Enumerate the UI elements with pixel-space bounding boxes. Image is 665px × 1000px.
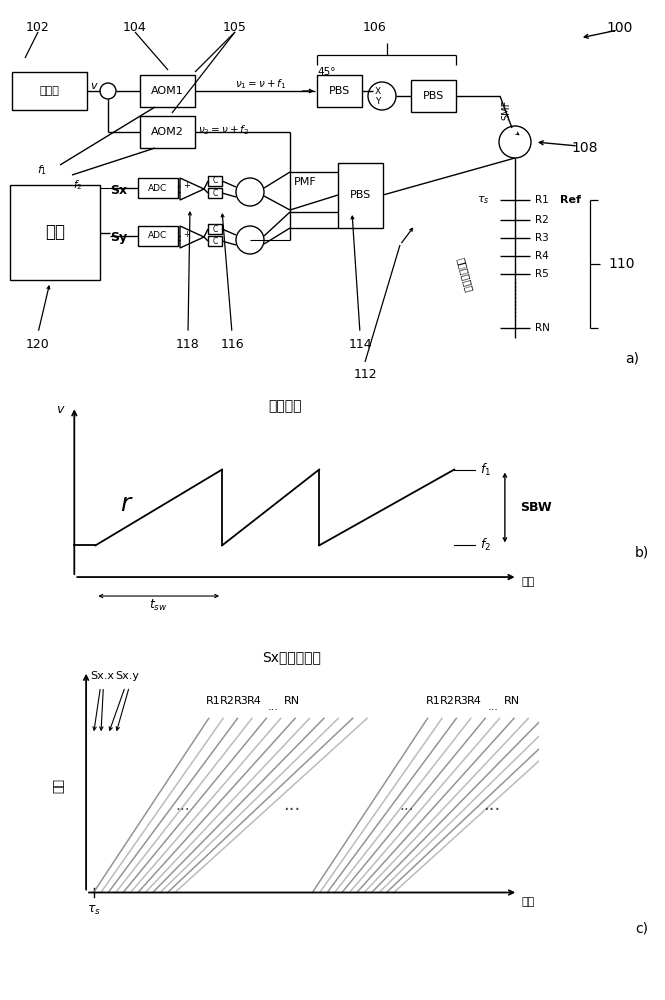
Text: R5: R5 <box>535 269 549 279</box>
Bar <box>317 75 362 107</box>
Text: AOM2: AOM2 <box>151 127 184 137</box>
Text: $f_2$: $f_2$ <box>73 178 82 192</box>
Text: v: v <box>56 403 63 416</box>
Text: 110: 110 <box>608 257 635 271</box>
Text: +: + <box>184 182 190 190</box>
Text: 114: 114 <box>348 338 372 352</box>
Text: ...: ... <box>283 796 301 814</box>
Text: AOM1: AOM1 <box>151 86 184 96</box>
Text: C: C <box>212 236 217 245</box>
Text: RN: RN <box>504 696 520 706</box>
Text: RN: RN <box>535 323 550 333</box>
Text: $\tau_s$: $\tau_s$ <box>86 904 100 917</box>
Text: C: C <box>212 225 217 233</box>
Text: R4: R4 <box>535 251 549 261</box>
Text: b): b) <box>635 545 649 559</box>
Text: PBS: PBS <box>423 91 444 101</box>
Bar <box>208 236 222 246</box>
Text: R1: R1 <box>535 195 549 205</box>
Text: RN: RN <box>284 696 300 706</box>
Text: 116: 116 <box>220 338 244 352</box>
Text: $f_2$: $f_2$ <box>479 537 491 553</box>
Text: r: r <box>120 492 130 516</box>
Text: ...: ... <box>400 798 414 813</box>
Text: 102: 102 <box>26 21 50 34</box>
Text: 120: 120 <box>26 338 50 352</box>
Text: 拍频: 拍频 <box>53 778 66 793</box>
Text: $\tau_s$: $\tau_s$ <box>477 194 490 206</box>
Text: 100: 100 <box>607 21 633 35</box>
Bar <box>208 224 222 234</box>
Text: R2: R2 <box>535 215 549 225</box>
Text: R1: R1 <box>426 696 441 706</box>
Text: Sx接收器信号: Sx接收器信号 <box>263 650 321 664</box>
Text: PMF: PMF <box>294 177 317 187</box>
Text: C: C <box>212 176 217 185</box>
Text: ADC: ADC <box>148 232 168 240</box>
Text: 108: 108 <box>572 141 598 155</box>
Text: ...: ... <box>176 798 190 813</box>
Text: 105: 105 <box>223 21 247 34</box>
Bar <box>138 178 178 198</box>
Bar <box>208 188 222 198</box>
Text: Y: Y <box>375 97 380 106</box>
Text: R4: R4 <box>247 696 262 706</box>
Text: PBS: PBS <box>350 190 371 200</box>
Text: 解调: 解调 <box>45 224 65 241</box>
Text: Ref: Ref <box>560 195 581 205</box>
Text: a): a) <box>625 351 639 365</box>
Text: C: C <box>212 188 217 198</box>
Text: 106: 106 <box>363 21 387 34</box>
Text: ADC: ADC <box>148 184 168 193</box>
Text: SBW: SBW <box>519 501 551 514</box>
Text: R4: R4 <box>467 696 482 706</box>
Bar <box>138 226 178 246</box>
Text: 时间: 时间 <box>522 897 535 907</box>
Text: +: + <box>184 230 190 239</box>
Text: 104: 104 <box>123 21 147 34</box>
Text: ...: ... <box>488 702 499 712</box>
Bar <box>140 75 195 107</box>
Text: c): c) <box>635 921 648 935</box>
Text: $f_1$: $f_1$ <box>479 462 491 478</box>
Text: ...: ... <box>268 702 279 712</box>
Bar <box>338 163 383 228</box>
Text: 频率调制: 频率调制 <box>269 399 302 413</box>
Text: 仪器传感器列: 仪器传感器列 <box>456 257 474 293</box>
Bar <box>411 80 456 112</box>
Text: Sy: Sy <box>110 232 127 244</box>
Text: $f_1$: $f_1$ <box>37 163 47 177</box>
Text: X: X <box>375 87 381 96</box>
Text: R3: R3 <box>233 696 248 706</box>
Text: 118: 118 <box>176 338 200 352</box>
Text: Sx.x: Sx.x <box>90 671 114 681</box>
Text: ...: ... <box>483 796 500 814</box>
Bar <box>208 176 222 186</box>
Text: $t_{sw}$: $t_{sw}$ <box>150 598 168 613</box>
Bar <box>10 185 100 280</box>
Text: $\nu_1 = \nu + f_1$: $\nu_1 = \nu + f_1$ <box>235 77 287 91</box>
Text: Sx.y: Sx.y <box>115 671 139 681</box>
Text: Sx: Sx <box>110 184 127 196</box>
Text: $\nu_2 = \nu + f_2$: $\nu_2 = \nu + f_2$ <box>198 123 249 137</box>
Bar <box>12 72 87 110</box>
Text: 时间: 时间 <box>521 577 535 587</box>
Text: v: v <box>90 81 97 91</box>
Text: 激光器: 激光器 <box>39 86 59 96</box>
Text: R2: R2 <box>440 696 455 706</box>
Text: 45°: 45° <box>318 67 336 77</box>
Text: R2: R2 <box>220 696 235 706</box>
Bar <box>140 116 195 148</box>
Text: R3: R3 <box>454 696 468 706</box>
Text: 112: 112 <box>353 368 377 381</box>
Text: SMF: SMF <box>501 100 511 120</box>
Text: R3: R3 <box>535 233 549 243</box>
Text: PBS: PBS <box>329 86 350 96</box>
Text: R1: R1 <box>206 696 221 706</box>
